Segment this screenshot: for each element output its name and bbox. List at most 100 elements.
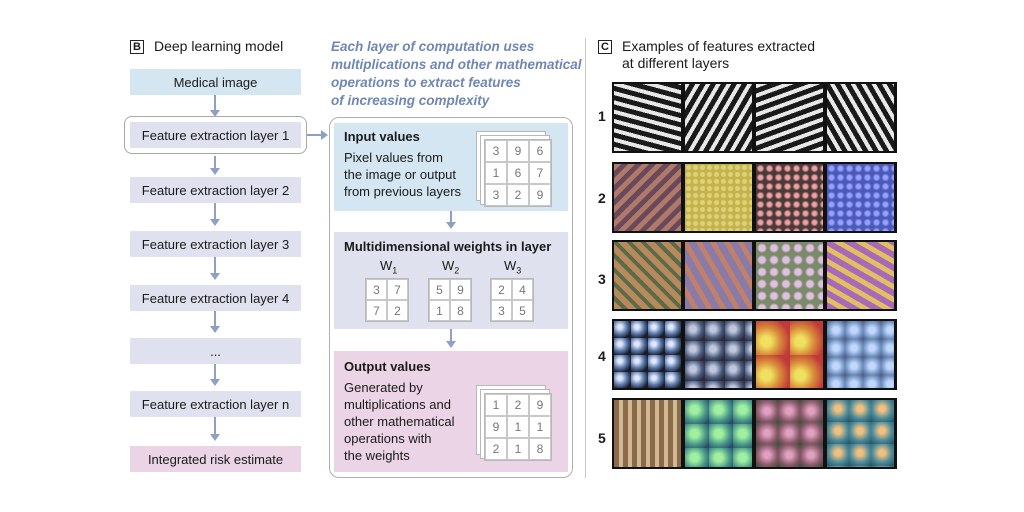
feature-row-3 — [612, 240, 897, 311]
grid-cell: 1 — [485, 162, 507, 184]
feature-row-2 — [612, 162, 897, 233]
weight-label-2: W2 — [442, 258, 460, 276]
grid-cell: 9 — [450, 279, 471, 300]
flow-arrow-head — [210, 219, 220, 226]
feature-image — [614, 242, 681, 309]
input-values-title: Input values — [344, 129, 420, 144]
feature-image — [756, 84, 823, 151]
output-grid: 1 2 9 9 1 1 2 1 8 — [484, 393, 552, 461]
weight-grid-3: 2 4 3 5 — [490, 278, 534, 322]
flow-box-layer-1: Feature extraction layer 1 — [130, 122, 301, 148]
feature-image — [756, 164, 823, 231]
grid-cell: 3 — [366, 279, 387, 300]
row-label-4: 4 — [598, 348, 606, 364]
feature-image — [614, 321, 681, 388]
feature-image — [756, 400, 823, 467]
feature-image — [685, 242, 752, 309]
row-label-2: 2 — [598, 190, 606, 206]
detail-arrow — [450, 211, 452, 223]
detail-heading: Each layer of computation uses multiplic… — [331, 39, 582, 108]
grid-cell: 1 — [507, 438, 529, 460]
grid-cell: 9 — [529, 394, 551, 416]
grid-cell: 2 — [387, 300, 408, 321]
highlight-outline — [124, 116, 307, 154]
grid-cell: 1 — [429, 300, 450, 321]
feature-row-5 — [612, 398, 897, 469]
flow-box-ellipsis: ... — [130, 338, 301, 364]
grid-cell: 1 — [507, 416, 529, 438]
flow-box-layer-n: Feature extraction layer n — [130, 391, 301, 417]
feature-image — [827, 242, 894, 309]
weights-title: Multidimensional weights in layer — [344, 239, 552, 254]
row-label-5: 5 — [598, 430, 606, 446]
flow-arrow — [214, 257, 216, 274]
grid-cell: 1 — [529, 416, 551, 438]
input-values-section: Input values Pixel values from the image… — [334, 123, 568, 211]
panel-c-title: Examples of features extracted at differ… — [622, 38, 815, 71]
detail-connector-head — [321, 130, 328, 140]
detail-arrow — [450, 329, 452, 342]
flow-arrow-head — [210, 434, 220, 441]
grid-cell: 3 — [491, 300, 512, 321]
flow-arrow — [214, 417, 216, 435]
flow-arrow — [214, 203, 216, 220]
feature-image — [614, 164, 681, 231]
weight-grid-2: 5 9 1 8 — [428, 278, 472, 322]
detail-arrow-head — [446, 222, 456, 229]
feature-image — [685, 84, 752, 151]
feature-image — [827, 164, 894, 231]
detail-arrow-head — [446, 341, 456, 348]
flow-arrow-head — [210, 326, 220, 333]
weights-section: Multidimensional weights in layer W1 3 7… — [334, 232, 568, 329]
feature-image — [756, 242, 823, 309]
grid-cell: 4 — [512, 279, 533, 300]
feature-image — [827, 84, 894, 151]
feature-row-4 — [612, 319, 897, 390]
flow-arrow-head — [210, 273, 220, 280]
grid-cell: 6 — [507, 162, 529, 184]
feature-image — [685, 164, 752, 231]
grid-cell: 2 — [507, 184, 529, 206]
grid-cell: 3 — [485, 184, 507, 206]
flow-arrow — [214, 364, 216, 380]
grid-cell: 9 — [529, 184, 551, 206]
grid-cell: 7 — [529, 162, 551, 184]
feature-row-1 — [612, 82, 897, 153]
flow-box-layer-4: Feature extraction layer 4 — [130, 285, 301, 311]
panel-divider — [585, 38, 586, 478]
flow-box-medical-image: Medical image — [130, 69, 301, 95]
feature-image — [756, 321, 823, 388]
detail-connector — [307, 134, 323, 136]
grid-cell: 2 — [485, 438, 507, 460]
grid-cell: 9 — [507, 140, 529, 162]
grid-cell: 7 — [387, 279, 408, 300]
row-label-3: 3 — [598, 271, 606, 287]
panel-b-letter: B — [130, 40, 144, 54]
panel-b-title: Deep learning model — [154, 38, 284, 54]
output-values-text: Generated by multiplications and other m… — [344, 380, 455, 463]
feature-image — [614, 84, 681, 151]
flow-arrow-head — [210, 168, 220, 175]
panel-c-letter: C — [598, 40, 612, 54]
output-values-title: Output values — [344, 359, 431, 374]
flow-arrow — [214, 95, 216, 112]
grid-cell: 9 — [485, 416, 507, 438]
input-grid: 3 9 6 1 6 7 3 2 9 — [484, 139, 552, 207]
flow-arrow — [214, 311, 216, 327]
flow-arrow-head — [210, 110, 220, 117]
feature-image — [685, 400, 752, 467]
grid-cell: 3 — [485, 140, 507, 162]
flow-box-layer-2: Feature extraction layer 2 — [130, 177, 301, 203]
flow-arrow-head — [210, 379, 220, 386]
feature-image — [827, 321, 894, 388]
weight-grid-1: 3 7 7 2 — [365, 278, 409, 322]
feature-image — [614, 400, 681, 467]
input-values-text: Pixel values from the image or output fr… — [344, 150, 462, 199]
weight-label-3: W3 — [504, 258, 522, 276]
detail-frame — [329, 117, 573, 478]
grid-cell: 2 — [507, 394, 529, 416]
weight-label-1: W1 — [380, 258, 398, 276]
flow-box-risk-estimate: Integrated risk estimate — [130, 446, 301, 472]
feature-image — [685, 321, 752, 388]
grid-cell: 2 — [491, 279, 512, 300]
